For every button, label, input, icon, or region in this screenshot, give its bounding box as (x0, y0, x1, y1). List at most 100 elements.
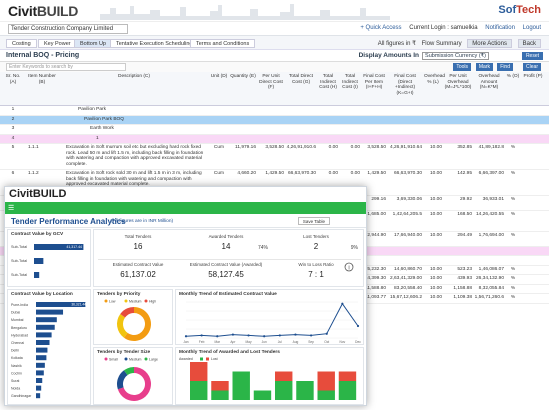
skyline-decoration (100, 4, 390, 20)
legend-marker (124, 357, 128, 361)
cell-fct: 83,20,558.40 (393, 285, 422, 291)
tender-size-panel: Tenders by Tender Size Small Medium Large (93, 347, 173, 405)
line-point (325, 332, 328, 335)
save-table-button[interactable]: Save Table (297, 217, 330, 225)
location-bar (36, 332, 52, 338)
currency-select[interactable]: Submission Currency (₹) (422, 52, 489, 60)
kpi-estimated-awarded: Estimated Contract Value (Awarded) 58,12… (189, 262, 263, 279)
page-title: Internal BOQ - Pricing (6, 52, 80, 59)
notification-link[interactable]: Notification (485, 25, 515, 31)
kpi-awarded: Awarded Tenders 14 74% (208, 234, 268, 251)
donut-slice (117, 367, 151, 401)
cell-pc: % (510, 212, 516, 217)
awarded-bar (338, 381, 357, 400)
awarded-lost-title: Monthly Trend of Awarded and Lost Tender… (179, 350, 280, 355)
location-label: Dubai (11, 311, 20, 315)
location-label: Hyderabad (11, 333, 28, 337)
analytics-subtitle: (All figures are in INR Million) (111, 219, 174, 224)
cell-oh: 10.00 (429, 171, 442, 176)
back-button[interactable]: Back (517, 39, 541, 48)
logout-link[interactable]: Logout (522, 25, 541, 31)
table-row[interactable]: 2 Pavilion Park BOQ (0, 115, 549, 125)
lost-pct: 9% (350, 245, 358, 251)
location-label: Noida (11, 387, 20, 391)
tabs-row: Costing Key Power Bottom Up Tentative Ex… (0, 36, 549, 50)
cell-oh: 10.00 (429, 266, 442, 272)
location-title: Contract Value by Location (11, 292, 73, 297)
info-icon[interactable]: i (344, 262, 354, 272)
table-row[interactable]: 1 Pavilion Park (0, 106, 549, 116)
tab-costing[interactable]: Costing (6, 39, 37, 48)
kpi-lost: Lost Tenders 2 9% (303, 234, 358, 251)
line-point (278, 334, 281, 337)
cell-fct: 15,67,12,606.2 (389, 295, 422, 300)
location-bar (36, 302, 86, 307)
cell-desc: Pavilion Park BOQ (84, 116, 124, 122)
line-series (185, 302, 359, 337)
cell-fc: 4,399.30 (367, 276, 386, 281)
cell-fct: 17,66,940.00 (393, 232, 422, 238)
tab-key-power[interactable]: Key Power (38, 39, 77, 48)
cell-sr: 3 (11, 126, 15, 131)
cell-ti: 0.00 (328, 171, 338, 176)
current-login: Current Login : samuelkia (409, 25, 478, 31)
line-point (200, 334, 203, 337)
cell-unit: Cum (213, 171, 225, 176)
analytics-logo[interactable]: CivitBUILD (9, 188, 67, 200)
x-tick-label: Nov (340, 340, 346, 344)
cell-pc: % (510, 171, 516, 176)
cell-fc: 1,429.50 (367, 171, 386, 176)
legend-marker (144, 357, 148, 361)
search-input[interactable]: Enter Keywords to search by (6, 63, 126, 71)
cell-td: 4,26,91,910.6 (286, 145, 316, 150)
reset-button[interactable]: Reset (521, 52, 543, 60)
location-bar (36, 393, 41, 399)
find-button[interactable]: Find (497, 63, 513, 71)
tab-bottom-up[interactable]: Bottom Up (74, 39, 112, 48)
filter-row: Enter Keywords to search by Tools Mark F… (0, 62, 549, 72)
location-bar (36, 309, 64, 315)
analytics-window: CivitBUILD ☰ Tender Performance Analytic… (4, 186, 367, 406)
mark-button[interactable]: Mark (475, 63, 493, 71)
table-row[interactable]: 5 1.1.1 Excavation in Soft murrum soil etc… (0, 144, 549, 170)
cell-fct: 14,60,860.70 (393, 266, 422, 272)
col-total-direct: Total Direct Cost (G) (289, 74, 313, 85)
col-final-cost-per-item: Final Cost Per Item (I+F+H) (363, 74, 385, 90)
tab-tentative-execution[interactable]: Tentative Execution Scheduling (110, 39, 199, 48)
more-actions-button[interactable]: More Actions (467, 39, 512, 48)
civitbuild-logo[interactable]: CivitBUILD (8, 3, 79, 19)
menu-icon[interactable]: ☰ (8, 205, 15, 212)
flow-summary-link[interactable]: Flow Summary (421, 41, 462, 47)
col-per-unit: Per Unit Direct Cost (F) (259, 74, 283, 90)
clear-button[interactable]: Clear (523, 63, 541, 71)
cell-oha: 36,933.01 (482, 197, 504, 202)
cell-oh: 10.00 (429, 145, 442, 150)
tools-button[interactable]: Tools (453, 63, 471, 71)
table-row[interactable]: 3 Earth Work (0, 125, 549, 135)
quick-access-link[interactable]: + Quick Access (360, 25, 402, 31)
location-panel: Contract Value by Location Pune-India Dub… (7, 289, 91, 405)
cell-fct: 66,63,970.30 (393, 171, 422, 176)
gcv-bar (34, 258, 44, 264)
legend-marker (104, 299, 108, 303)
cell-sr: 5 (11, 145, 15, 150)
location-bar (36, 355, 47, 361)
cell-pu: 3,528.50 (265, 145, 284, 150)
awarded-bar (253, 390, 272, 400)
company-select[interactable]: Tender Construction Company Limited (8, 24, 128, 34)
analytics-topbar: CivitBUILD (5, 187, 366, 202)
x-tick-label: Aug (293, 340, 299, 344)
cell-sr: 4 (11, 135, 15, 141)
gcv-label: Sub-Total (11, 259, 27, 263)
tab-terms[interactable]: Terms and Conditions (190, 39, 256, 48)
gcv-label: Sub-Total (11, 245, 27, 249)
line-point (247, 334, 250, 337)
cell-pc: % (510, 232, 516, 238)
cell-sr: 2 (11, 116, 15, 122)
x-tick-label: May (246, 340, 252, 344)
legend-label: Large (149, 357, 158, 361)
location-bar (36, 378, 43, 383)
location-label: Chennai (11, 341, 24, 345)
